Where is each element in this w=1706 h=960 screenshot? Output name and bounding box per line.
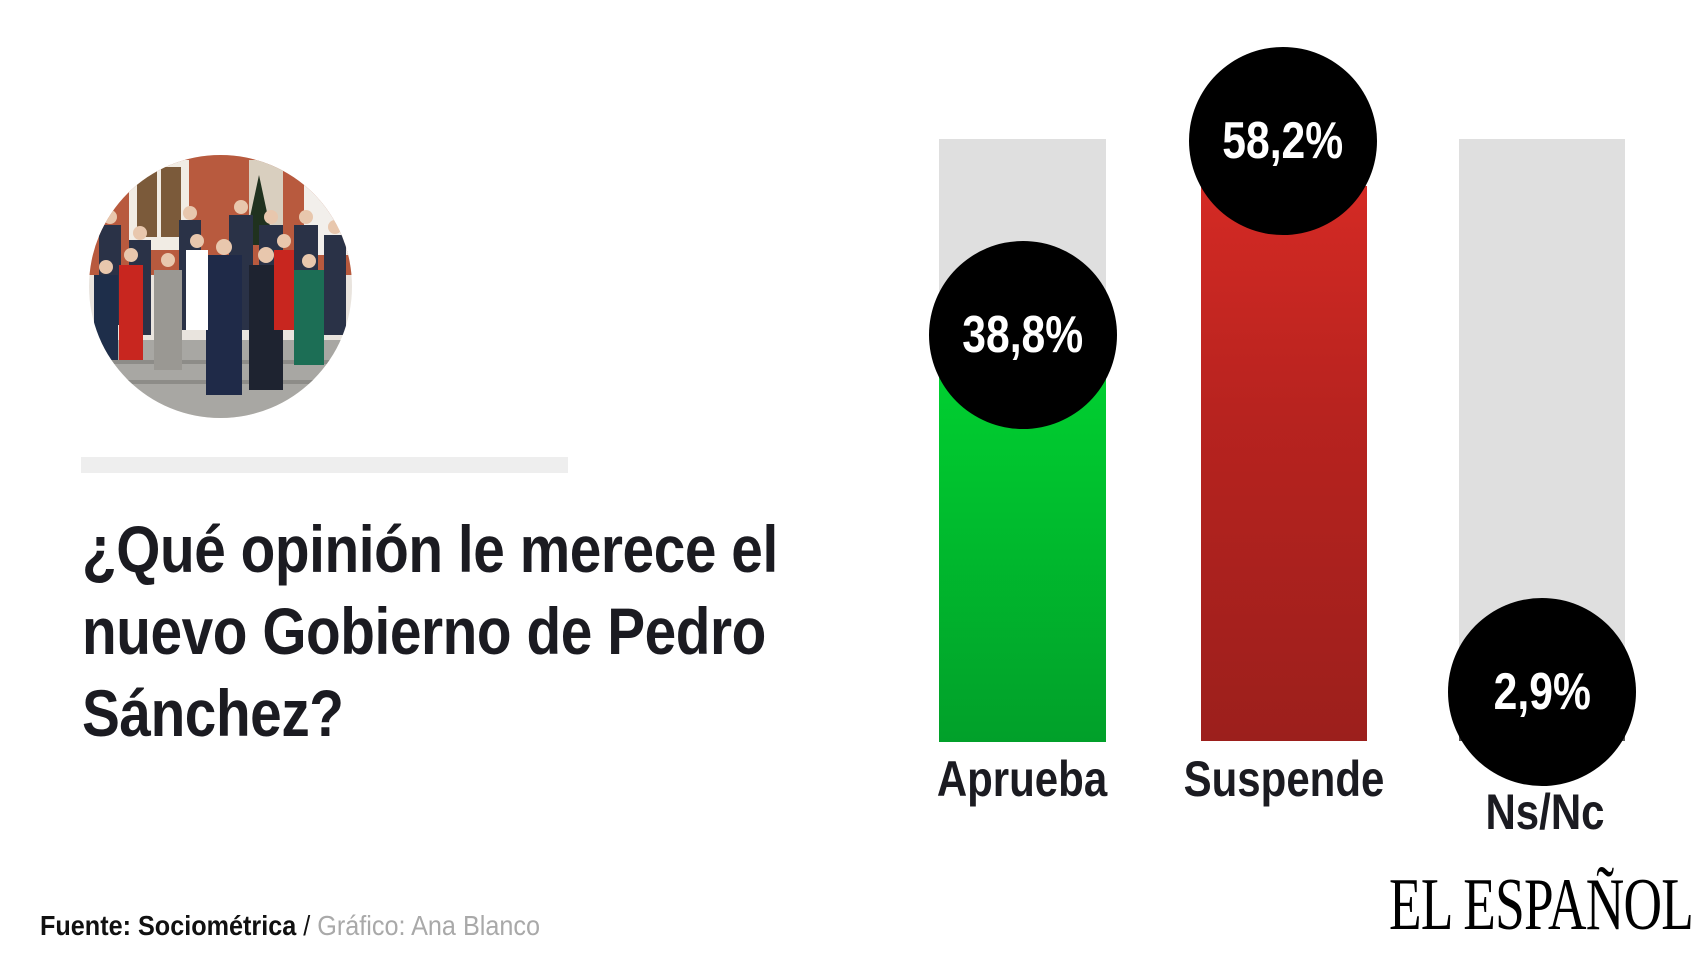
divider-bar (81, 457, 568, 473)
title-line: ¿Qué opinión le merece el (82, 512, 778, 586)
value-label-suspende: 58,2% (1222, 112, 1344, 170)
value-label-aprueba: 38,8% (962, 306, 1084, 364)
group-photo-icon (89, 155, 352, 418)
separator: / (296, 910, 318, 941)
value-label-nsnc: 2,9% (1493, 663, 1591, 721)
value-bubble-aprueba: 38,8% (929, 241, 1117, 429)
title-line: Sánchez? (82, 676, 344, 750)
el-espanol-logo: EL ESPAÑOL (1389, 864, 1694, 946)
title-line: nuevo Gobierno de Pedro (82, 594, 766, 668)
bar-track-suspende (1201, 186, 1367, 741)
source-text: Fuente: Sociométrica (40, 910, 297, 941)
chart-question-title: ¿Qué opinión le merece el nuevo Gobierno… (82, 508, 778, 754)
category-label-aprueba: Aprueba (936, 751, 1108, 807)
category-label-suspende: Suspende (1183, 751, 1385, 807)
bar-fill-aprueba (939, 375, 1106, 742)
value-bubble-suspende: 58,2% (1189, 47, 1377, 235)
bar-track-aprueba (939, 139, 1106, 742)
category-label-nsnc: Ns/Nc (1485, 784, 1605, 840)
government-photo (89, 155, 352, 418)
source-credit: Fuente: Sociométrica / Gráfico: Ana Blan… (40, 910, 540, 942)
value-bubble-nsnc: 2,9% (1448, 598, 1636, 786)
credit-text: Gráfico: Ana Blanco (317, 910, 541, 941)
